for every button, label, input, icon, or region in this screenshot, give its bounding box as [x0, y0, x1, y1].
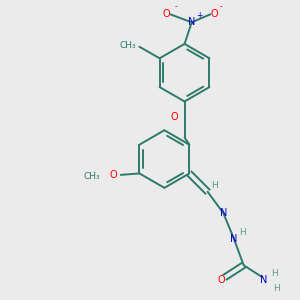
Text: CH₃: CH₃	[120, 41, 136, 50]
Text: N: N	[220, 208, 227, 218]
Text: H: H	[271, 269, 278, 278]
Text: O: O	[218, 274, 225, 285]
Text: N: N	[260, 275, 268, 285]
Text: O: O	[171, 112, 178, 122]
Text: -: -	[175, 2, 178, 11]
Text: H: H	[212, 181, 218, 190]
Text: N: N	[230, 234, 237, 244]
Text: H: H	[239, 228, 246, 237]
Text: N: N	[188, 17, 195, 27]
Text: O: O	[210, 9, 218, 19]
Text: O: O	[110, 170, 117, 180]
Text: O: O	[163, 9, 170, 19]
Text: CH₃: CH₃	[83, 172, 100, 181]
Text: +: +	[196, 11, 203, 20]
Text: -: -	[219, 2, 222, 11]
Text: H: H	[273, 284, 280, 293]
